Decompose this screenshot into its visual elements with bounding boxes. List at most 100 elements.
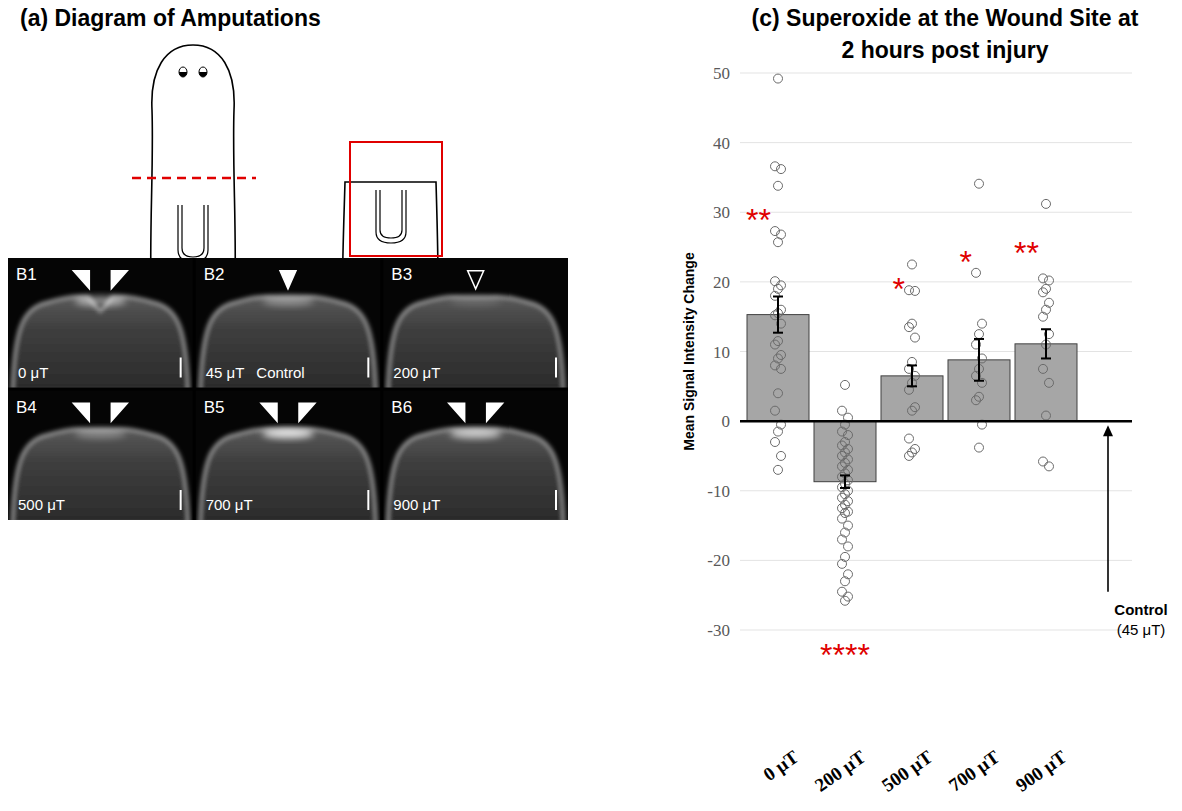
- error-bar: [907, 365, 917, 386]
- scale-bar: [180, 358, 182, 378]
- error-stem: [911, 365, 913, 386]
- data-point: [1042, 411, 1051, 420]
- grid-line: [740, 281, 1132, 282]
- title-line: 2 hours post injury: [841, 37, 1048, 63]
- y-axis-title: Mean Signal Intensity Change: [681, 252, 697, 451]
- x-tick-label: 200 μT: [811, 746, 870, 796]
- plot-marks: [747, 74, 1077, 605]
- x-tick-label: 500 μT: [878, 746, 937, 796]
- error-cap: [974, 338, 984, 340]
- bar: [814, 421, 876, 482]
- grid-line: [740, 73, 1132, 74]
- worm-pharynx: [376, 190, 406, 243]
- arrowhead: [280, 271, 296, 289]
- annotation-arrowhead: [1103, 425, 1113, 436]
- field-strength: 45 μT: [206, 364, 245, 381]
- x-tick-label: 0 μT: [759, 746, 802, 785]
- data-point: [1045, 378, 1054, 387]
- head-tissue: [387, 296, 564, 387]
- arrowhead: [299, 403, 315, 421]
- arrowhead: [487, 403, 503, 421]
- data-point: [1042, 199, 1051, 208]
- field-strength: 0 μT: [18, 364, 48, 381]
- image-label: B5: [204, 398, 225, 417]
- panel-c: (c) Superoxide at the Wound Site at2 hou…: [681, 5, 1168, 796]
- data-point: [1039, 457, 1048, 466]
- head-shape: [200, 428, 377, 520]
- panel-title: (a) Diagram of Amputations: [20, 5, 321, 31]
- data-point: [905, 434, 914, 443]
- head-tissue: [200, 429, 377, 520]
- error-bar: [1041, 329, 1051, 358]
- micrograph: B5 700 μT: [196, 391, 381, 526]
- cut-line: [132, 177, 256, 180]
- worm-pupil: [179, 72, 187, 77]
- error-cap: [1041, 357, 1051, 359]
- y-tick-label: -10: [707, 482, 730, 501]
- image-label: B1: [16, 265, 37, 284]
- error-cap: [974, 380, 984, 382]
- scale-bar: [555, 490, 557, 510]
- y-tick-label: 30: [713, 203, 730, 222]
- field-strength: 700 μT: [206, 496, 253, 513]
- error-cap: [773, 332, 783, 334]
- annotation: Control: [1114, 601, 1167, 618]
- head-tissue: [12, 429, 189, 520]
- y-tick-label: 40: [713, 134, 730, 153]
- data-point: [777, 364, 786, 373]
- data-point: [905, 451, 914, 460]
- image-label: B4: [16, 398, 37, 417]
- data-point: [838, 587, 847, 596]
- micrograph: B1 0 μT: [8, 258, 193, 393]
- data-point: [838, 559, 847, 568]
- data-point: [908, 406, 917, 415]
- annotation-sub: (45 μT): [1117, 621, 1166, 638]
- error-cap: [773, 295, 783, 297]
- data-point: [844, 542, 853, 551]
- data-point: [841, 509, 850, 518]
- data-point: [841, 380, 850, 389]
- worm-eye: [199, 67, 207, 77]
- head-shape: [387, 428, 564, 520]
- significance: *: [893, 271, 905, 307]
- head-tissue: [12, 296, 189, 387]
- y-tick-label: 20: [713, 273, 730, 292]
- data-point: [777, 165, 786, 174]
- x-tick-label: 900 μT: [1012, 746, 1071, 796]
- scale-bar: [180, 490, 182, 510]
- arrowhead: [261, 403, 277, 421]
- annotation-arrow: [1107, 435, 1109, 592]
- data-point: [774, 389, 783, 398]
- error-stem: [1045, 329, 1047, 358]
- y-tick-label: -20: [707, 551, 730, 570]
- grid-line: [740, 142, 1132, 143]
- significance: **: [1014, 235, 1039, 271]
- data-point: [777, 451, 786, 460]
- field-strength: 900 μT: [393, 496, 440, 513]
- y-tick-label: -30: [707, 621, 730, 640]
- micrograph: B4 500 μT: [8, 391, 193, 526]
- wound-signal: [262, 428, 314, 438]
- data-point: [771, 406, 780, 415]
- wound-signal: [450, 428, 502, 438]
- data-point: [911, 333, 920, 342]
- data-point: [972, 396, 981, 405]
- error-cap: [840, 487, 850, 489]
- figure: (a) Diagram of AmputationsB10 μTB245 μTC…: [0, 0, 1182, 811]
- data-point: [1039, 312, 1048, 321]
- significance: *: [960, 244, 972, 280]
- micrograph: B6900 μT: [383, 391, 568, 526]
- grid-line: [740, 490, 1132, 491]
- arrowhead: [111, 403, 127, 421]
- head-tissue: [387, 429, 564, 520]
- worm-pharynx: [178, 205, 208, 262]
- arrowhead: [449, 403, 465, 421]
- data-point: [908, 260, 917, 269]
- worm-eye: [179, 67, 187, 77]
- data-point: [1039, 364, 1048, 373]
- field-strength: 500 μT: [18, 496, 65, 513]
- arrowhead: [73, 271, 89, 289]
- data-point: [1039, 274, 1048, 283]
- y-tick-label: 0: [722, 412, 731, 431]
- data-point: [771, 340, 780, 349]
